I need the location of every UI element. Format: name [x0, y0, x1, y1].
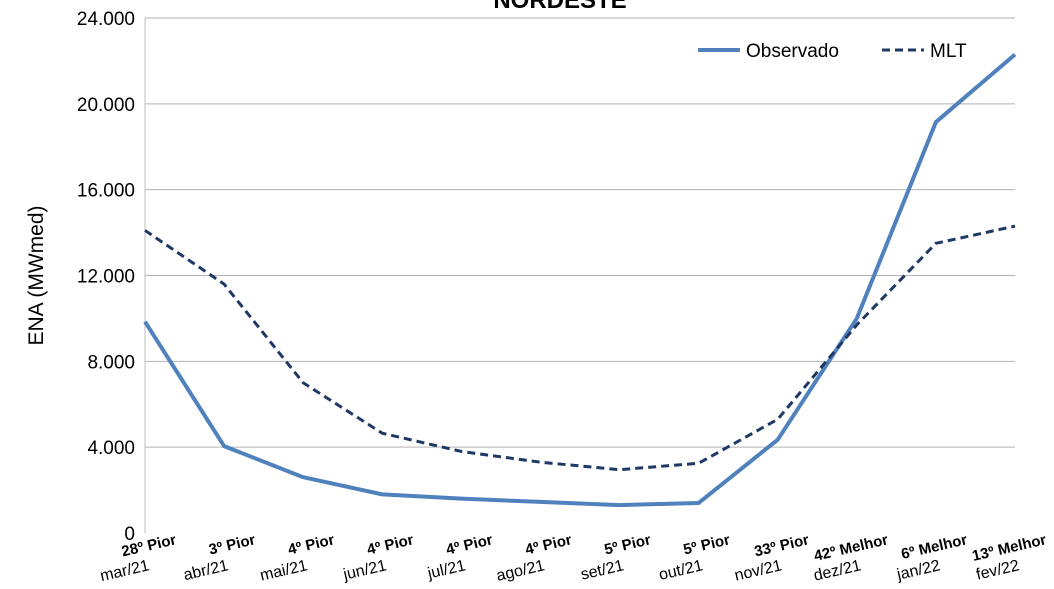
- x-tick-label: mar/21: [99, 557, 151, 585]
- x-tick-label: abr/21: [182, 557, 230, 584]
- y-tick-labels: 0 4.000 8.000 12.000 16.000 20.000 24.000: [77, 9, 135, 545]
- series-lines: [143, 52, 1017, 508]
- legend: Observado MLT: [698, 41, 967, 62]
- rank-label: 4º Pior: [524, 531, 574, 558]
- y-tick-label: 4.000: [87, 438, 135, 459]
- legend-label: MLT: [930, 41, 967, 62]
- rank-label: 4º Pior: [286, 531, 336, 558]
- rank-label: 5º Pior: [603, 531, 653, 558]
- series-line-observado: [143, 52, 1017, 508]
- series-line-mlt: [144, 224, 1016, 472]
- y-tick-label: 12.000: [77, 267, 135, 288]
- y-tick-label: 20.000: [77, 95, 135, 116]
- x-tick-label: ago/21: [495, 557, 547, 585]
- chart-title: NORDESTE: [493, 0, 626, 14]
- x-tick-label: out/21: [657, 557, 704, 584]
- y-tick-label: 16.000: [77, 181, 135, 202]
- rank-label: 4º Pior: [444, 531, 494, 558]
- x-tick-label: set/21: [579, 557, 625, 583]
- rank-label: 4º Pior: [365, 531, 415, 558]
- y-tick-label: 24.000: [77, 9, 135, 30]
- rank-label: 5º Pior: [682, 531, 732, 558]
- y-axis-label: ENA (MWmed): [25, 205, 48, 345]
- legend-label: Observado: [746, 41, 839, 62]
- rank-label: 33º Pior: [753, 531, 811, 560]
- y-tick-label: 0: [124, 524, 135, 545]
- rank-labels: 28º Pior 3º Pior 4º Pior 4º Pior 4º Pior 4º P…: [120, 531, 1048, 565]
- x-tick-label: jul/21: [425, 557, 467, 582]
- y-tick-label: 8.000: [87, 352, 135, 373]
- x-tick-labels: mar/21 abr/21 mai/21 jun/21 jul/21 ago/21 set/…: [99, 557, 1021, 585]
- x-tick-label: jan/22: [895, 557, 942, 584]
- gridlines: [145, 17, 1015, 448]
- x-tick-label: mai/21: [258, 557, 309, 584]
- x-tick-label: jun/21: [341, 557, 388, 584]
- rank-label: 3º Pior: [207, 531, 257, 558]
- x-tick-label: nov/21: [733, 557, 784, 584]
